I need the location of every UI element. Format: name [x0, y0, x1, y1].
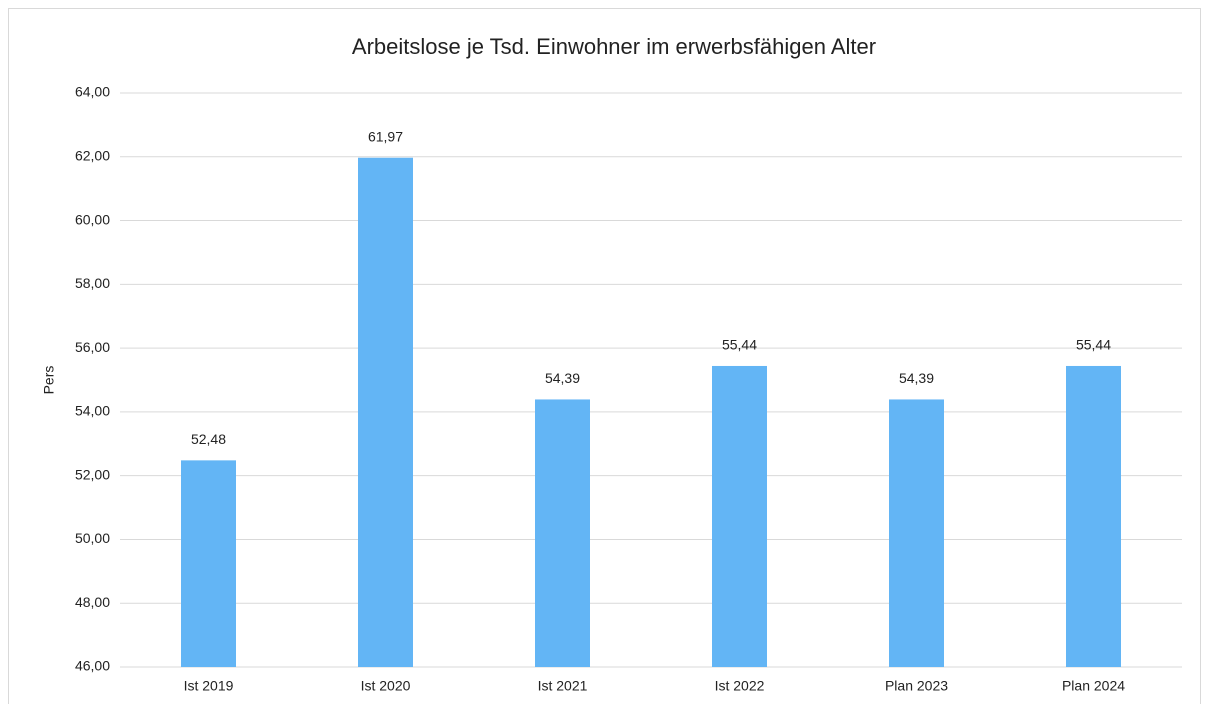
y-tick-label: 54,00 [75, 403, 110, 419]
x-tick-label: Ist 2019 [184, 678, 234, 694]
chart-title: Arbeitslose je Tsd. Einwohner im erwerbs… [352, 34, 876, 59]
y-tick-label: 64,00 [75, 84, 110, 100]
bar [358, 157, 413, 668]
x-tick-label: Ist 2022 [715, 678, 765, 694]
data-label: 54,39 [899, 370, 934, 386]
y-tick-label: 56,00 [75, 339, 110, 355]
bar [889, 399, 944, 667]
bar [712, 365, 767, 667]
data-label: 61,97 [368, 128, 403, 144]
y-tick-label: 58,00 [75, 275, 110, 291]
y-tick-label: 46,00 [75, 658, 110, 674]
data-label: 55,44 [1076, 337, 1111, 353]
bar [1066, 365, 1121, 667]
bar [535, 399, 590, 667]
bar [181, 460, 236, 667]
x-tick-label: Ist 2021 [538, 678, 588, 694]
y-tick-label: 52,00 [75, 466, 110, 482]
data-label: 52,48 [191, 431, 226, 447]
y-axis-label: Pers [41, 366, 57, 395]
y-tick-label: 60,00 [75, 211, 110, 227]
data-label: 55,44 [722, 337, 757, 353]
y-tick-label: 50,00 [75, 530, 110, 546]
x-tick-label: Plan 2024 [1062, 678, 1125, 694]
y-tick-label: 48,00 [75, 594, 110, 610]
data-label: 54,39 [545, 370, 580, 386]
x-tick-label: Plan 2023 [885, 678, 948, 694]
y-tick-label: 62,00 [75, 147, 110, 163]
x-tick-label: Ist 2020 [361, 678, 411, 694]
